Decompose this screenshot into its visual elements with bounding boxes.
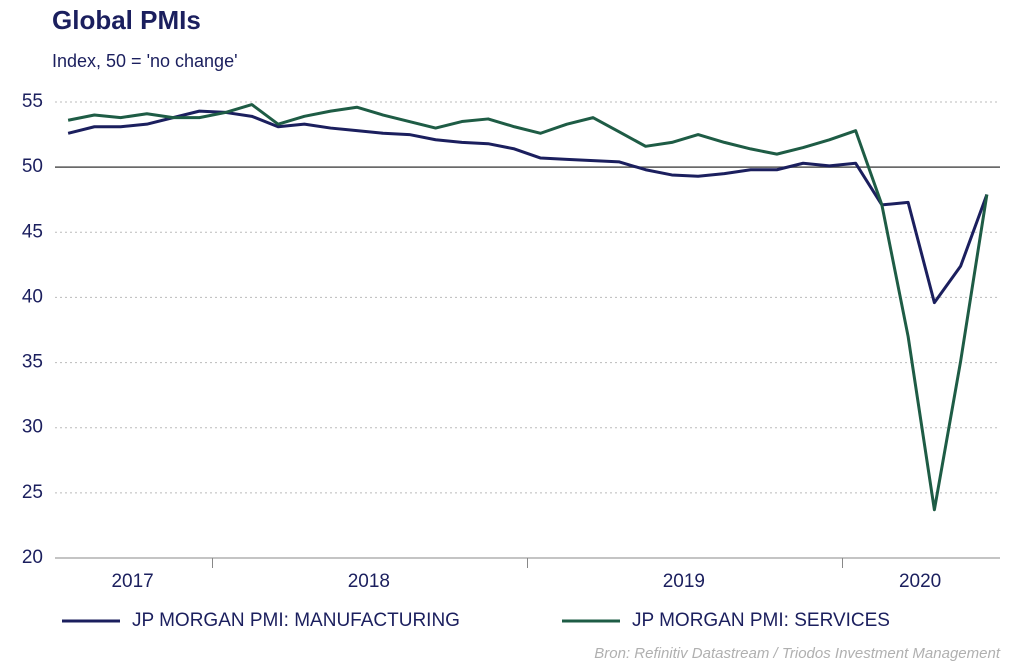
series-line bbox=[67, 109, 989, 305]
y-tick-label: 20 bbox=[22, 547, 43, 568]
x-tick-label: 2018 bbox=[348, 571, 390, 592]
source: Bron: Refinitiv Datastream / Triodos Inv… bbox=[594, 645, 1001, 662]
legend-label: JP MORGAN PMI: MANUFACTURING bbox=[132, 610, 460, 631]
y-tick-label: 25 bbox=[22, 482, 43, 503]
x-tick-label: 2019 bbox=[663, 571, 705, 592]
y-tick-label: 45 bbox=[22, 221, 43, 242]
chart-title: Global PMIs bbox=[52, 5, 201, 35]
y-tick-label: 30 bbox=[22, 417, 43, 438]
x-tick-label: 2017 bbox=[111, 571, 153, 592]
chart-subtitle: Index, 50 = 'no change' bbox=[52, 51, 238, 71]
y-tick-label: 35 bbox=[22, 352, 43, 373]
y-tick-label: 55 bbox=[22, 91, 43, 112]
y-tick-label: 40 bbox=[22, 286, 43, 307]
series-line bbox=[67, 103, 989, 512]
legend-label: JP MORGAN PMI: SERVICES bbox=[632, 610, 890, 631]
x-tick-label: 2020 bbox=[899, 571, 941, 592]
y-tick-label: 50 bbox=[22, 156, 43, 177]
